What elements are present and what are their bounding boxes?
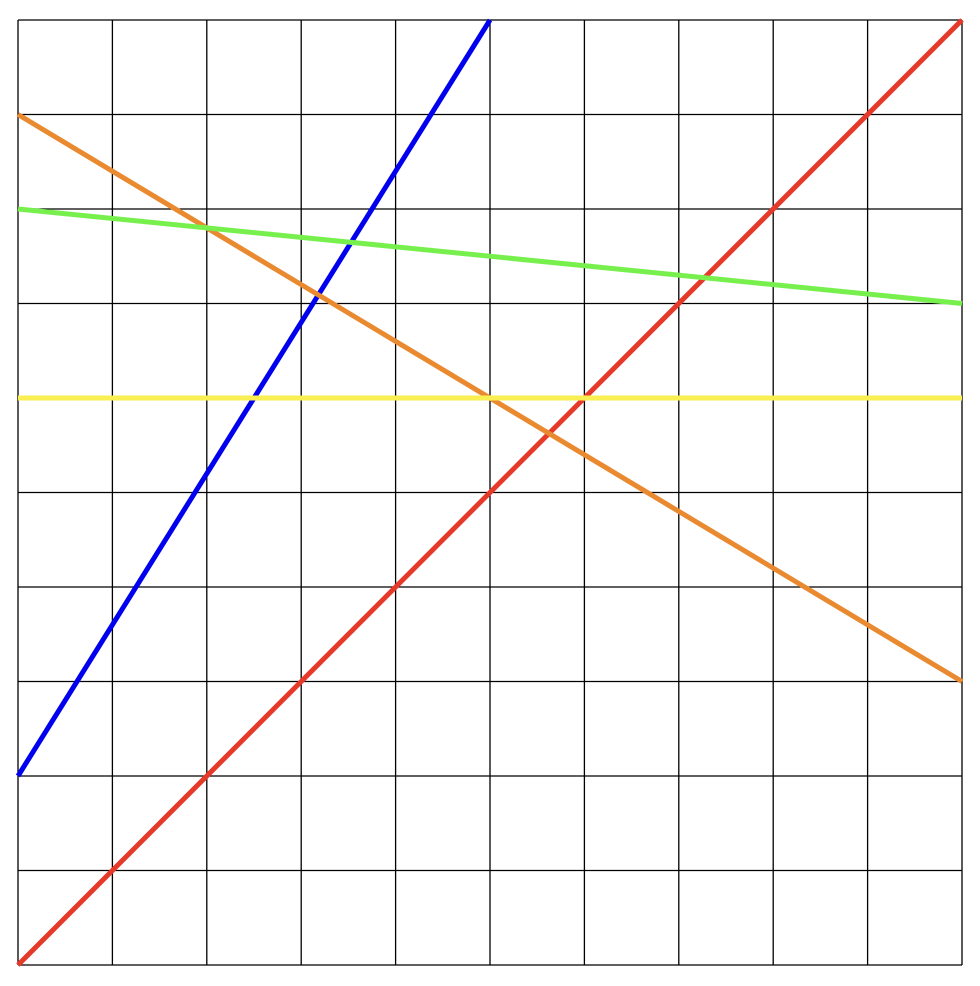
series-line-2 <box>16 18 964 967</box>
series-lines <box>15 18 964 967</box>
series-line-4 <box>17 206 963 306</box>
